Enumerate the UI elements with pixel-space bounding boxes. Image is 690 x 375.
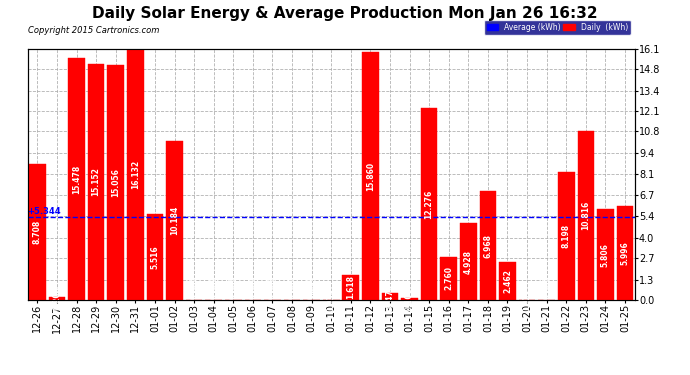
Bar	[421, 108, 437, 300]
Text: 0.022: 0.022	[522, 288, 531, 312]
Text: 15.152: 15.152	[92, 167, 101, 196]
Text: 5.996: 5.996	[620, 242, 629, 265]
Bar	[401, 298, 418, 300]
Text: 0.108: 0.108	[405, 287, 414, 311]
Bar	[499, 262, 516, 300]
Text: 10.816: 10.816	[582, 201, 591, 230]
Bar	[342, 275, 359, 300]
Bar	[166, 141, 183, 300]
Text: 15.860: 15.860	[366, 162, 375, 191]
Text: 15.056: 15.056	[111, 168, 120, 197]
Text: 1.618: 1.618	[346, 275, 355, 299]
Text: 0.000: 0.000	[229, 275, 238, 299]
Text: 0.476: 0.476	[386, 284, 395, 308]
Bar	[49, 297, 66, 300]
Bar	[578, 131, 594, 300]
Bar	[558, 172, 575, 300]
Text: +5.344: +5.344	[28, 207, 61, 216]
Bar	[480, 191, 496, 300]
Bar	[146, 214, 164, 300]
Text: 8.708: 8.708	[33, 220, 42, 244]
Text: 0.000: 0.000	[209, 275, 218, 299]
Bar	[617, 206, 633, 300]
Text: 0.000: 0.000	[268, 275, 277, 299]
Bar	[362, 53, 379, 300]
Text: 0.000: 0.000	[190, 275, 199, 299]
Text: 2.462: 2.462	[503, 269, 512, 293]
Text: 2.760: 2.760	[444, 267, 453, 291]
Text: Copyright 2015 Cartronics.com: Copyright 2015 Cartronics.com	[28, 26, 159, 35]
Bar	[460, 223, 477, 300]
Bar	[382, 292, 398, 300]
Text: 8.198: 8.198	[562, 224, 571, 248]
Bar	[29, 164, 46, 300]
Bar	[68, 58, 85, 300]
Legend: Average (kWh), Daily  (kWh): Average (kWh), Daily (kWh)	[484, 20, 631, 35]
Text: 5.516: 5.516	[150, 245, 159, 269]
Bar	[88, 63, 104, 300]
Text: 0.000: 0.000	[542, 275, 551, 299]
Text: 16.132: 16.132	[131, 160, 140, 189]
Text: 0.000: 0.000	[288, 275, 297, 299]
Text: 15.478: 15.478	[72, 165, 81, 194]
Text: 10.184: 10.184	[170, 206, 179, 235]
Text: 5.806: 5.806	[601, 243, 610, 267]
Text: 6.968: 6.968	[484, 234, 493, 258]
Bar	[597, 209, 613, 300]
Text: 0.000: 0.000	[248, 275, 257, 299]
Text: 0.000: 0.000	[307, 275, 316, 299]
Text: 0.030: 0.030	[326, 288, 336, 312]
Text: 12.276: 12.276	[424, 190, 433, 219]
Text: 0.208: 0.208	[52, 286, 61, 310]
Bar	[127, 48, 144, 300]
Text: Daily Solar Energy & Average Production Mon Jan 26 16:32: Daily Solar Energy & Average Production …	[92, 6, 598, 21]
Bar	[440, 257, 457, 300]
Bar	[108, 65, 124, 300]
Text: 4.928: 4.928	[464, 249, 473, 273]
